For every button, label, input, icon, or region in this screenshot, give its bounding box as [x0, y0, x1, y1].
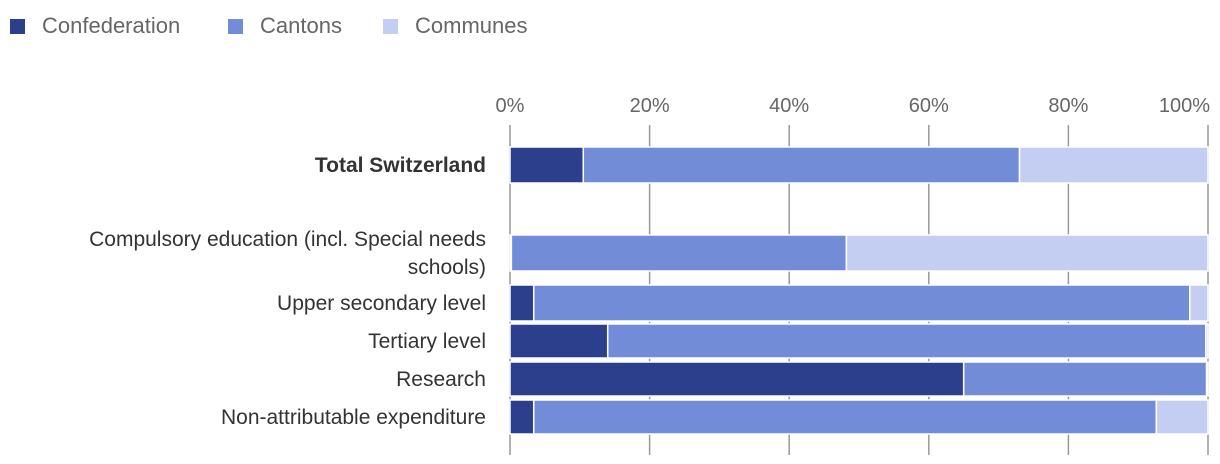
x-tick-label: 100%	[1159, 95, 1210, 117]
bar-segment-confederation-2	[509, 284, 535, 322]
legend-swatch-cantons	[228, 19, 243, 34]
bar-segment-confederation-5	[509, 399, 535, 435]
category-label: Research	[396, 368, 486, 391]
x-tick-label: 20%	[630, 95, 670, 117]
category-label: Tertiary level	[368, 330, 486, 353]
category-label: schools)	[408, 256, 486, 279]
legend-label-confederation: Confederation	[42, 13, 180, 38]
category-labels: Total Switzerland Compulsory education (i…	[89, 154, 486, 429]
bar-segment-cantons-5	[532, 399, 1158, 435]
category-label: Upper secondary level	[277, 292, 486, 315]
legend-swatch-confederation	[10, 19, 25, 34]
bar-segment-communes-5	[1155, 399, 1209, 435]
bar-segment-communes-3	[1205, 323, 1209, 359]
bar-segment-cantons-1	[510, 234, 848, 272]
bar-segment-cantons-3	[606, 323, 1207, 359]
category-label: Non-attributable expenditure	[221, 406, 486, 429]
bar-segment-communes-4	[1205, 361, 1209, 397]
bar-segment-confederation-4	[509, 361, 965, 397]
bar-segment-cantons-0	[582, 146, 1021, 184]
legend-label-communes: Communes	[415, 13, 527, 38]
category-label: Total Switzerland	[315, 154, 486, 177]
x-axis-ticks: 0% 20% 40% 60% 80% 100%	[496, 95, 1211, 117]
x-tick-label: 0%	[496, 95, 525, 117]
bar-segment-confederation-0	[509, 146, 585, 184]
x-tick-label: 40%	[769, 95, 809, 117]
bar-segment-cantons-2	[532, 284, 1191, 322]
bar-segment-confederation-3	[509, 323, 609, 359]
bar-segment-communes-1	[845, 234, 1209, 272]
x-tick-label: 80%	[1048, 95, 1088, 117]
bar-segment-cantons-4	[962, 361, 1208, 397]
legend-swatch-communes	[383, 19, 398, 34]
bar-segment-communes-2	[1189, 284, 1209, 322]
x-tick-label: 60%	[909, 95, 949, 117]
bar-segment-communes-0	[1018, 146, 1209, 184]
category-label: Compulsory education (incl. Special need…	[89, 228, 486, 251]
legend: Confederation Cantons Communes	[10, 13, 527, 38]
legend-label-cantons: Cantons	[260, 13, 342, 38]
bars	[509, 146, 1209, 435]
